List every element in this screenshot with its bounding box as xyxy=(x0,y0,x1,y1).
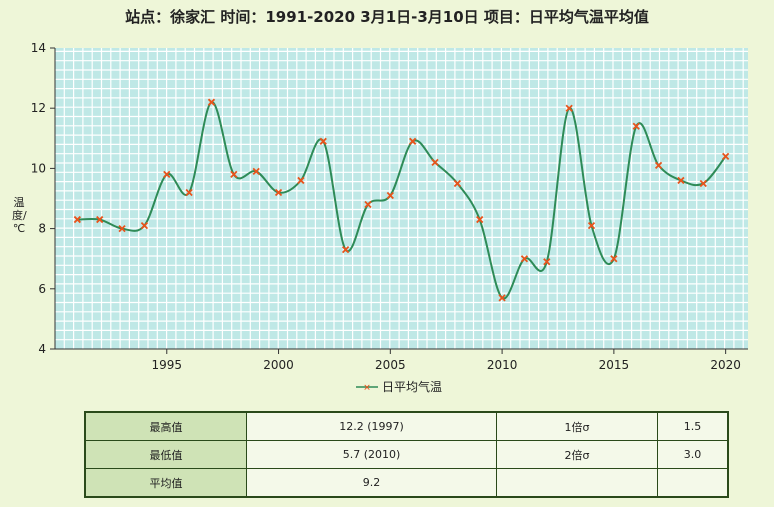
stats-value-max: 12.2 (1997) xyxy=(246,411,497,441)
stats-empty-label xyxy=(496,468,658,498)
data-point-marker[interactable] xyxy=(140,221,149,230)
data-point-marker[interactable] xyxy=(677,176,685,185)
data-point-marker[interactable] xyxy=(230,170,238,179)
stats-value-2sigma: 3.0 xyxy=(657,440,729,469)
y-tick-label: 14 xyxy=(31,41,46,55)
data-point-marker[interactable] xyxy=(386,191,394,200)
stats-value-1sigma: 1.5 xyxy=(657,411,729,441)
data-point-marker[interactable] xyxy=(341,246,350,254)
data-point-marker[interactable] xyxy=(163,170,171,179)
stats-value-mean: 9.2 xyxy=(246,468,497,498)
x-tick-label: 2005 xyxy=(375,358,406,372)
chart-title: 站点：徐家汇 时间：1991-2020 3月1日-3月10日 项目：日平均气温平… xyxy=(125,8,649,26)
x-tick-label: 2020 xyxy=(710,358,741,372)
x-tick-label: 1995 xyxy=(152,358,183,372)
data-point-marker[interactable] xyxy=(73,215,81,224)
data-point-marker[interactable] xyxy=(252,167,260,176)
data-point-marker[interactable] xyxy=(722,152,730,160)
data-point-marker[interactable] xyxy=(699,179,707,188)
legend-label: 日平均气温 xyxy=(382,380,443,394)
data-point-marker[interactable] xyxy=(520,255,529,263)
data-point-marker[interactable] xyxy=(453,179,462,188)
plot-area xyxy=(55,48,748,349)
legend-swatch: ✕ xyxy=(356,383,378,392)
data-point-marker[interactable] xyxy=(319,137,327,145)
axes: 4 6 8 10 12 14 1995 2000 2005 2010 2015 2020 xyxy=(31,41,748,372)
x-tick-label: 2015 xyxy=(599,358,630,372)
data-point-marker[interactable] xyxy=(185,188,193,197)
data-point-marker[interactable] xyxy=(207,98,216,106)
data-point-marker[interactable] xyxy=(476,215,484,224)
y-axis-label: 温度/℃ xyxy=(12,196,27,235)
stats-empty-value xyxy=(657,468,729,498)
data-point-marker[interactable] xyxy=(431,158,439,167)
stats-label-min: 最低值 xyxy=(84,440,247,469)
y-tick-label: 4 xyxy=(38,342,46,356)
stats-row-min: 最低值 5.7 (2010) 2倍σ 3.0 xyxy=(84,440,729,469)
data-point-marker[interactable] xyxy=(654,161,663,170)
x-tick-label: 2010 xyxy=(487,358,518,372)
y-tick-label: 12 xyxy=(31,101,46,115)
data-point-marker[interactable] xyxy=(409,137,417,145)
stats-label-mean: 平均值 xyxy=(84,468,247,498)
data-point-marker[interactable] xyxy=(632,122,640,130)
data-point-marker[interactable] xyxy=(543,258,551,266)
data-point-marker[interactable] xyxy=(297,176,305,185)
data-point-marker[interactable] xyxy=(587,221,596,230)
y-tick-label: 6 xyxy=(38,282,46,296)
data-point-marker[interactable] xyxy=(96,215,104,224)
stats-table: 最高值 12.2 (1997) 1倍σ 1.5 最低值 5.7 (2010) 2… xyxy=(84,411,729,498)
data-point-marker[interactable] xyxy=(364,200,372,209)
data-point-marker[interactable] xyxy=(565,104,573,112)
x-tick-label: 2000 xyxy=(263,358,294,372)
line-chart: 4 6 8 10 12 14 1995 2000 2005 2010 2015 2020 xyxy=(31,41,748,372)
series-layer xyxy=(73,98,730,302)
data-point-marker[interactable] xyxy=(274,188,283,197)
y-tick-label: 8 xyxy=(38,222,46,236)
stats-label-2sigma: 2倍σ xyxy=(496,440,658,469)
data-point-marker[interactable] xyxy=(498,294,506,302)
y-tick-label: 10 xyxy=(31,161,46,175)
grid xyxy=(55,48,748,349)
stats-label-1sigma: 1倍σ xyxy=(496,411,658,441)
stats-value-min: 5.7 (2010) xyxy=(246,440,497,469)
stats-row-mean: 平均值 9.2 xyxy=(84,468,729,498)
data-point-marker[interactable] xyxy=(118,224,126,233)
data-point-marker[interactable] xyxy=(610,255,618,263)
svg-text:✕: ✕ xyxy=(363,383,371,392)
legend[interactable]: ✕ 日平均气温 xyxy=(356,378,442,395)
stats-label-max: 最高值 xyxy=(84,411,247,441)
stats-row-max: 最高值 12.2 (1997) 1倍σ 1.5 xyxy=(84,411,729,441)
